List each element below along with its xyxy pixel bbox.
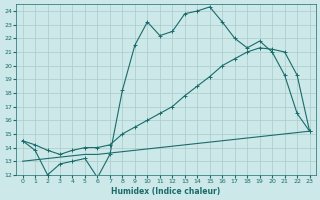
X-axis label: Humidex (Indice chaleur): Humidex (Indice chaleur) [111,187,221,196]
